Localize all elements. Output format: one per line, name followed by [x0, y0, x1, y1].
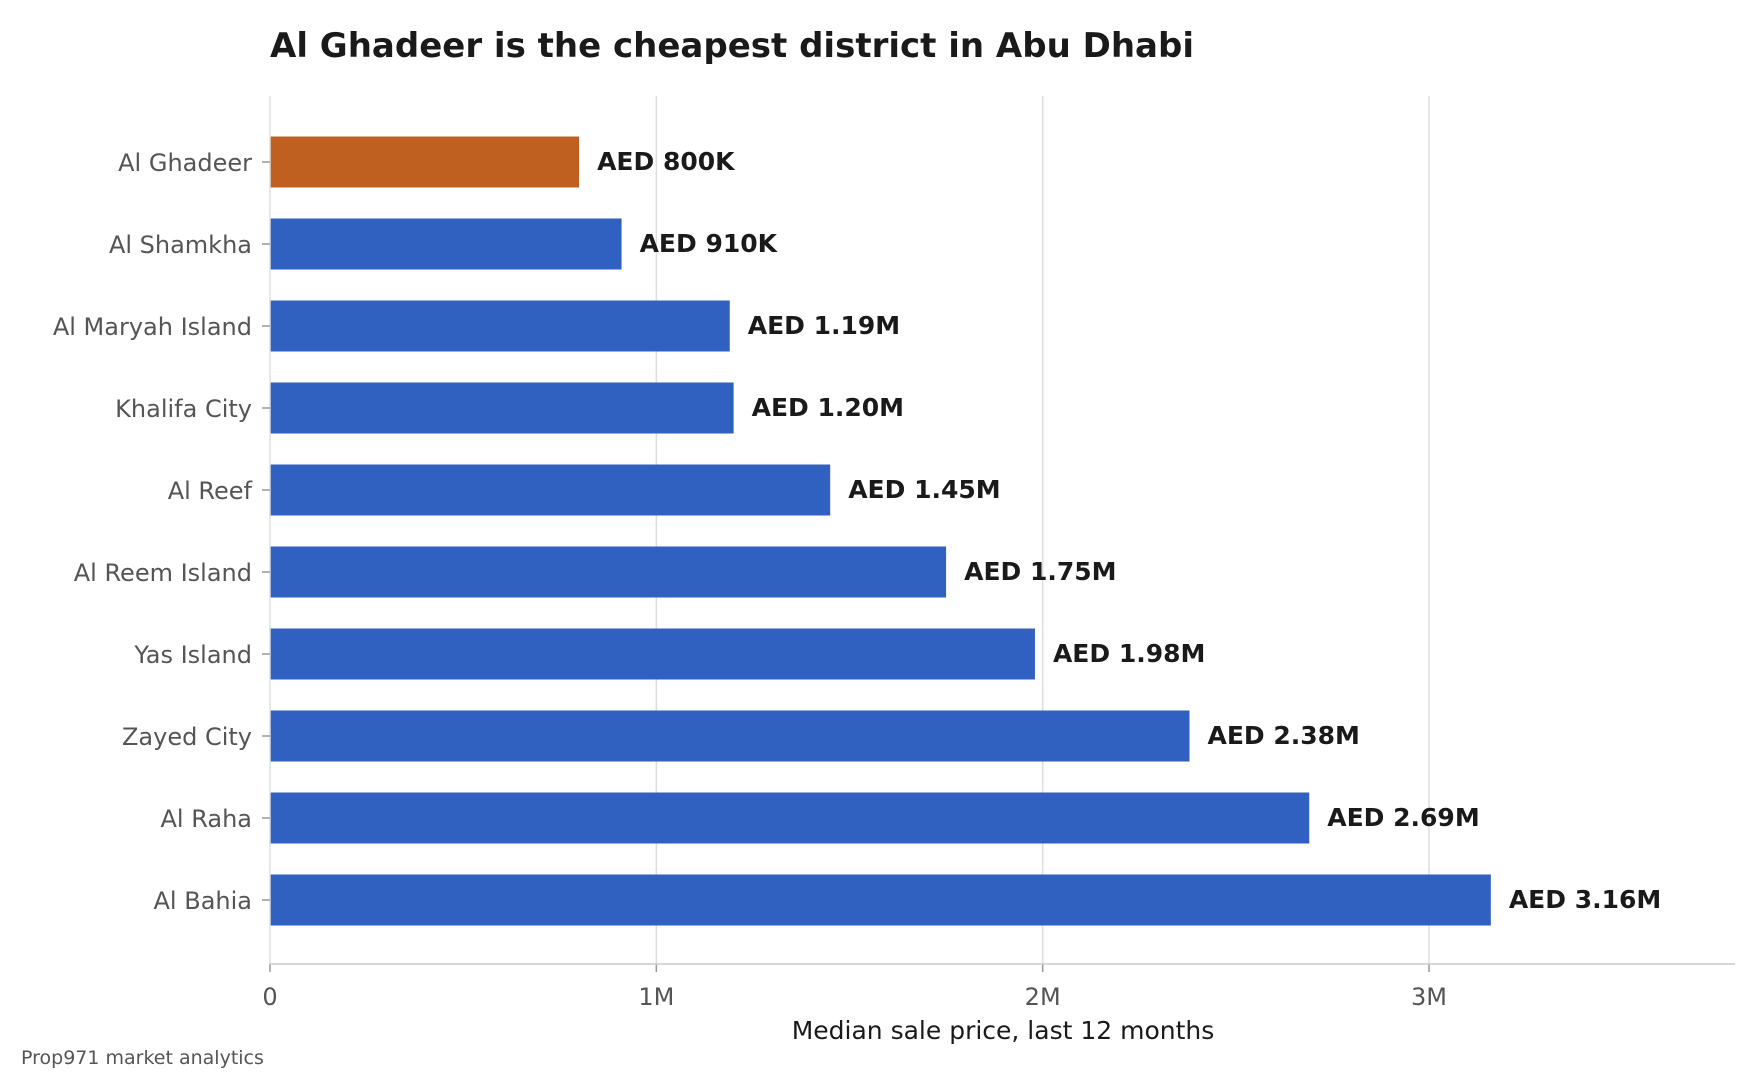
bar-al-shamkha — [270, 218, 622, 270]
x-tick-label: 0 — [262, 983, 277, 1011]
category-label: Zayed City — [122, 723, 252, 751]
chart-title: Al Ghadeer is the cheapest district in A… — [270, 26, 1194, 66]
x-tick-label: 3M — [1411, 983, 1447, 1011]
bar-zayed-city — [270, 710, 1190, 762]
value-label: AED 910K — [640, 229, 779, 258]
value-label: AED 800K — [597, 147, 736, 176]
value-label: AED 2.69M — [1327, 803, 1479, 832]
x-tick-label: 1M — [638, 983, 674, 1011]
bar-khalifa-city — [270, 382, 734, 434]
category-label: Al Reef — [168, 477, 253, 505]
value-label: AED 1.20M — [752, 393, 904, 422]
value-label: AED 3.16M — [1509, 885, 1661, 914]
category-label: Khalifa City — [115, 395, 252, 423]
x-tick-label: 2M — [1025, 983, 1061, 1011]
x-axis-label: Median sale price, last 12 months — [792, 1016, 1215, 1045]
bar-al-bahia — [270, 874, 1491, 926]
category-label: Al Ghadeer — [118, 149, 252, 177]
value-label: AED 1.98M — [1053, 639, 1205, 668]
labels: 0 1M 2M 3M Al Ghadeer AED 800K Al Shamkha AED 9… — [53, 147, 1661, 1011]
category-label: Al Reem Island — [74, 559, 252, 587]
bar-al-maryah-island — [270, 300, 730, 352]
bars — [270, 136, 1491, 926]
category-label: Al Maryah Island — [53, 313, 252, 341]
bar-al-raha — [270, 792, 1310, 844]
bar-al-ghadeer — [270, 136, 580, 188]
bar-al-reef — [270, 464, 831, 516]
value-label: AED 1.45M — [848, 475, 1000, 504]
value-label: AED 1.19M — [748, 311, 900, 340]
value-label: AED 1.75M — [964, 557, 1116, 586]
axes — [262, 96, 1735, 972]
category-label: Al Bahia — [154, 887, 252, 915]
bar-al-reem-island — [270, 546, 947, 598]
bar-yas-island — [270, 628, 1035, 680]
category-label: Yas Island — [133, 641, 252, 669]
source-note: Prop971 market analytics — [21, 1047, 264, 1069]
value-label: AED 2.38M — [1207, 721, 1359, 750]
category-label: Al Shamkha — [109, 231, 252, 259]
category-label: Al Raha — [161, 805, 253, 833]
